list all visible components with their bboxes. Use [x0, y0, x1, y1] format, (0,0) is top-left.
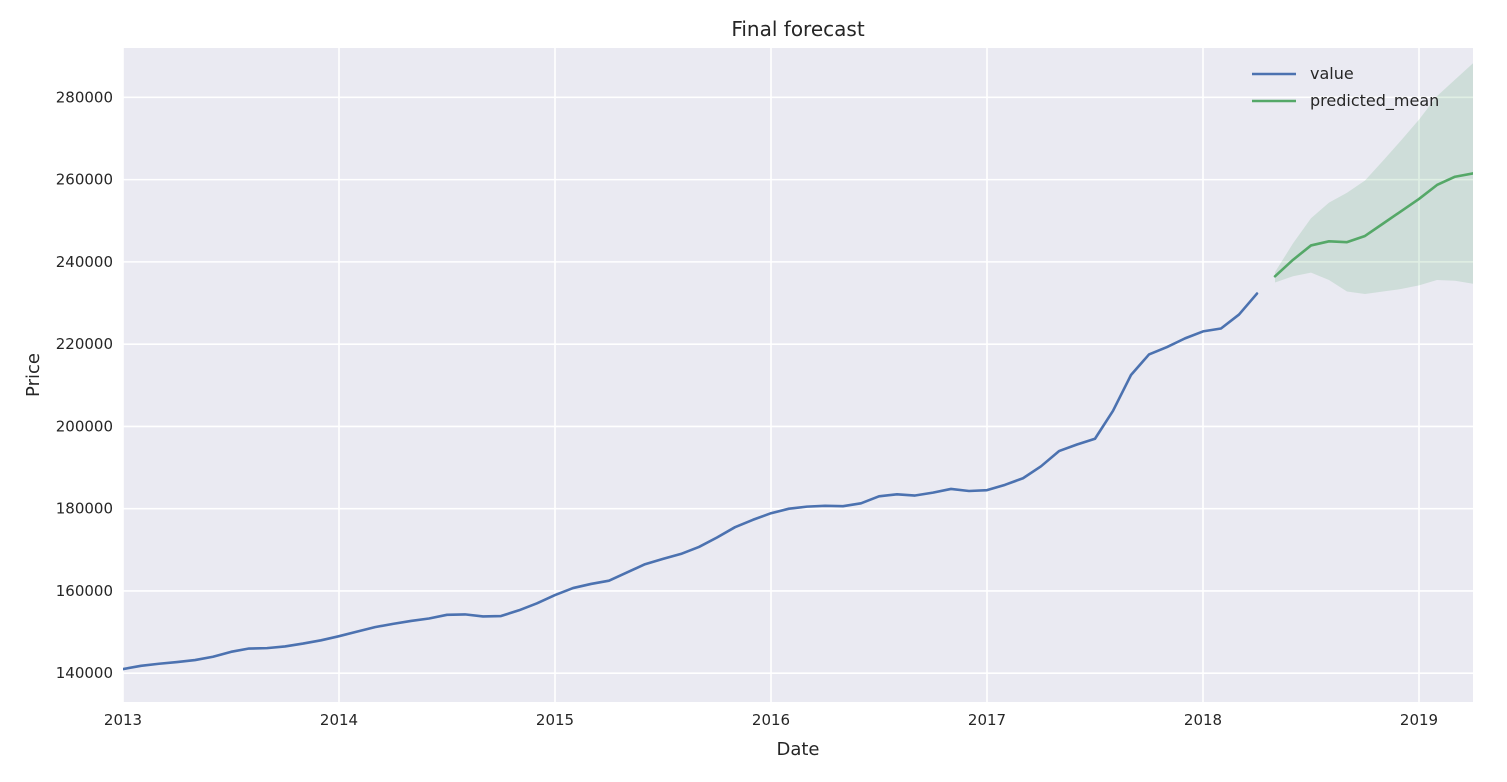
- y-tick-label: 180000: [56, 500, 113, 518]
- series-line-value: [123, 292, 1259, 671]
- chart-title: Final forecast: [731, 17, 864, 41]
- series-layer: [123, 172, 1473, 671]
- series-line-predicted-mean: [1273, 172, 1473, 278]
- x-axis-ticks: 2013 2014 2015 2016 2017 2018 2019: [104, 711, 1438, 729]
- y-axis-ticks: 140000 160000 180000 200000 220000 240000 2600…: [56, 88, 113, 682]
- x-axis-title: Date: [776, 739, 819, 760]
- x-tick-label: 2015: [536, 711, 574, 729]
- x-tick-label: 2016: [752, 711, 790, 729]
- y-tick-label: 240000: [56, 253, 113, 271]
- y-tick-label: 220000: [56, 335, 113, 353]
- y-tick-label: 160000: [56, 582, 113, 600]
- legend-label-value: value: [1310, 64, 1354, 83]
- x-tick-label: 2019: [1400, 711, 1438, 729]
- y-tick-label: 200000: [56, 417, 113, 435]
- confidence-band-layer: [1275, 63, 1473, 294]
- legend: value predicted_mean: [1252, 64, 1439, 111]
- y-tick-label: 280000: [56, 88, 113, 106]
- x-tick-label: 2018: [1184, 711, 1222, 729]
- legend-label-predicted-mean: predicted_mean: [1310, 91, 1439, 111]
- y-tick-label: 140000: [56, 664, 113, 682]
- grid-lines: [122, 48, 1473, 702]
- confidence-band: [1275, 63, 1473, 294]
- y-axis-title: Price: [23, 353, 44, 397]
- plot-area: [123, 48, 1473, 702]
- x-tick-label: 2017: [968, 711, 1006, 729]
- y-tick-label: 260000: [56, 171, 113, 189]
- x-tick-label: 2014: [320, 711, 358, 729]
- x-tick-label: 2013: [104, 711, 142, 729]
